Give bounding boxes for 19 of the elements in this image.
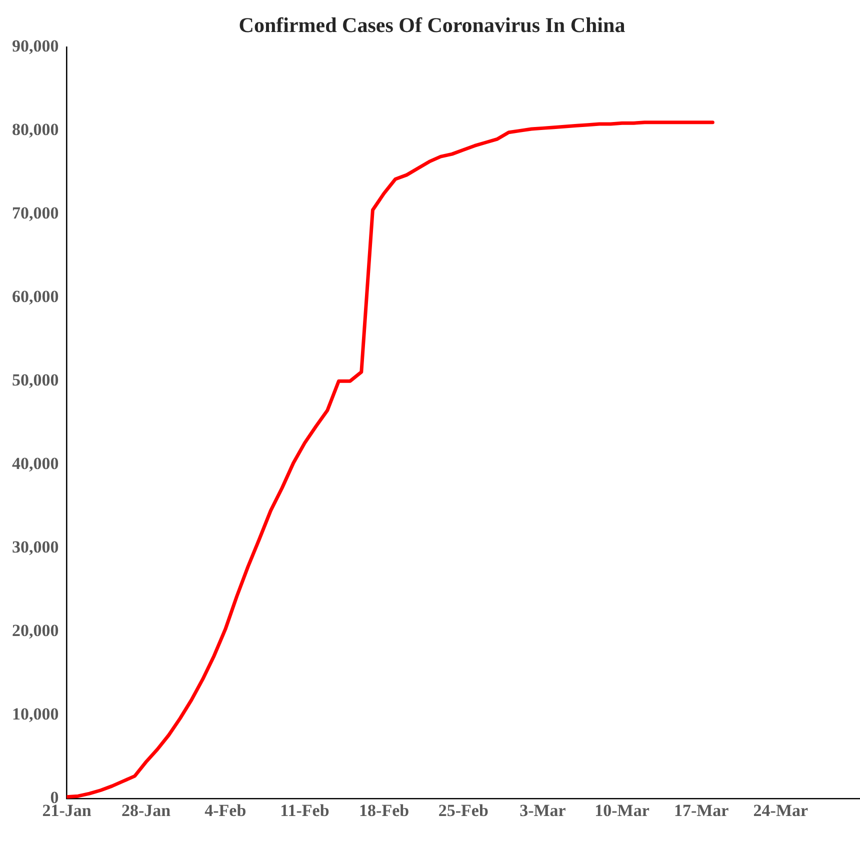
x-tick-label: 25-Feb [438,801,488,820]
y-tick-label: 40,000 [12,454,59,474]
y-tick-label: 70,000 [12,204,59,223]
y-tick-label: 10,000 [12,704,59,724]
x-tick-label: 10-Mar [594,801,650,820]
x-tick-label: 28-Jan [122,801,172,820]
y-tick-label: 80,000 [12,120,59,140]
chart-title: Confirmed Cases Of Coronavirus In China [238,13,626,38]
y-tick-label: 90,000 [12,36,59,56]
x-tick-label: 11-Feb [280,801,330,820]
x-tick-label: 3-Mar [520,801,566,820]
y-tick-label: 60,000 [12,287,59,306]
x-tick-label: 18-Feb [359,801,410,820]
x-tick-label: 4-Feb [204,801,246,820]
y-tick-label: 30,000 [12,538,59,557]
y-tick-label: 50,000 [12,370,59,390]
x-tick-label: 24-Mar [753,801,808,820]
y-tick-label: 20,000 [12,621,59,640]
x-tick-label: 17-Mar [674,801,730,820]
